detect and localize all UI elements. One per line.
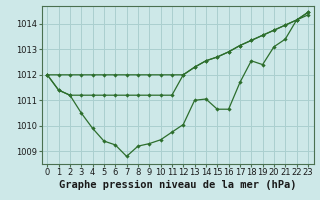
- X-axis label: Graphe pression niveau de la mer (hPa): Graphe pression niveau de la mer (hPa): [59, 180, 296, 190]
